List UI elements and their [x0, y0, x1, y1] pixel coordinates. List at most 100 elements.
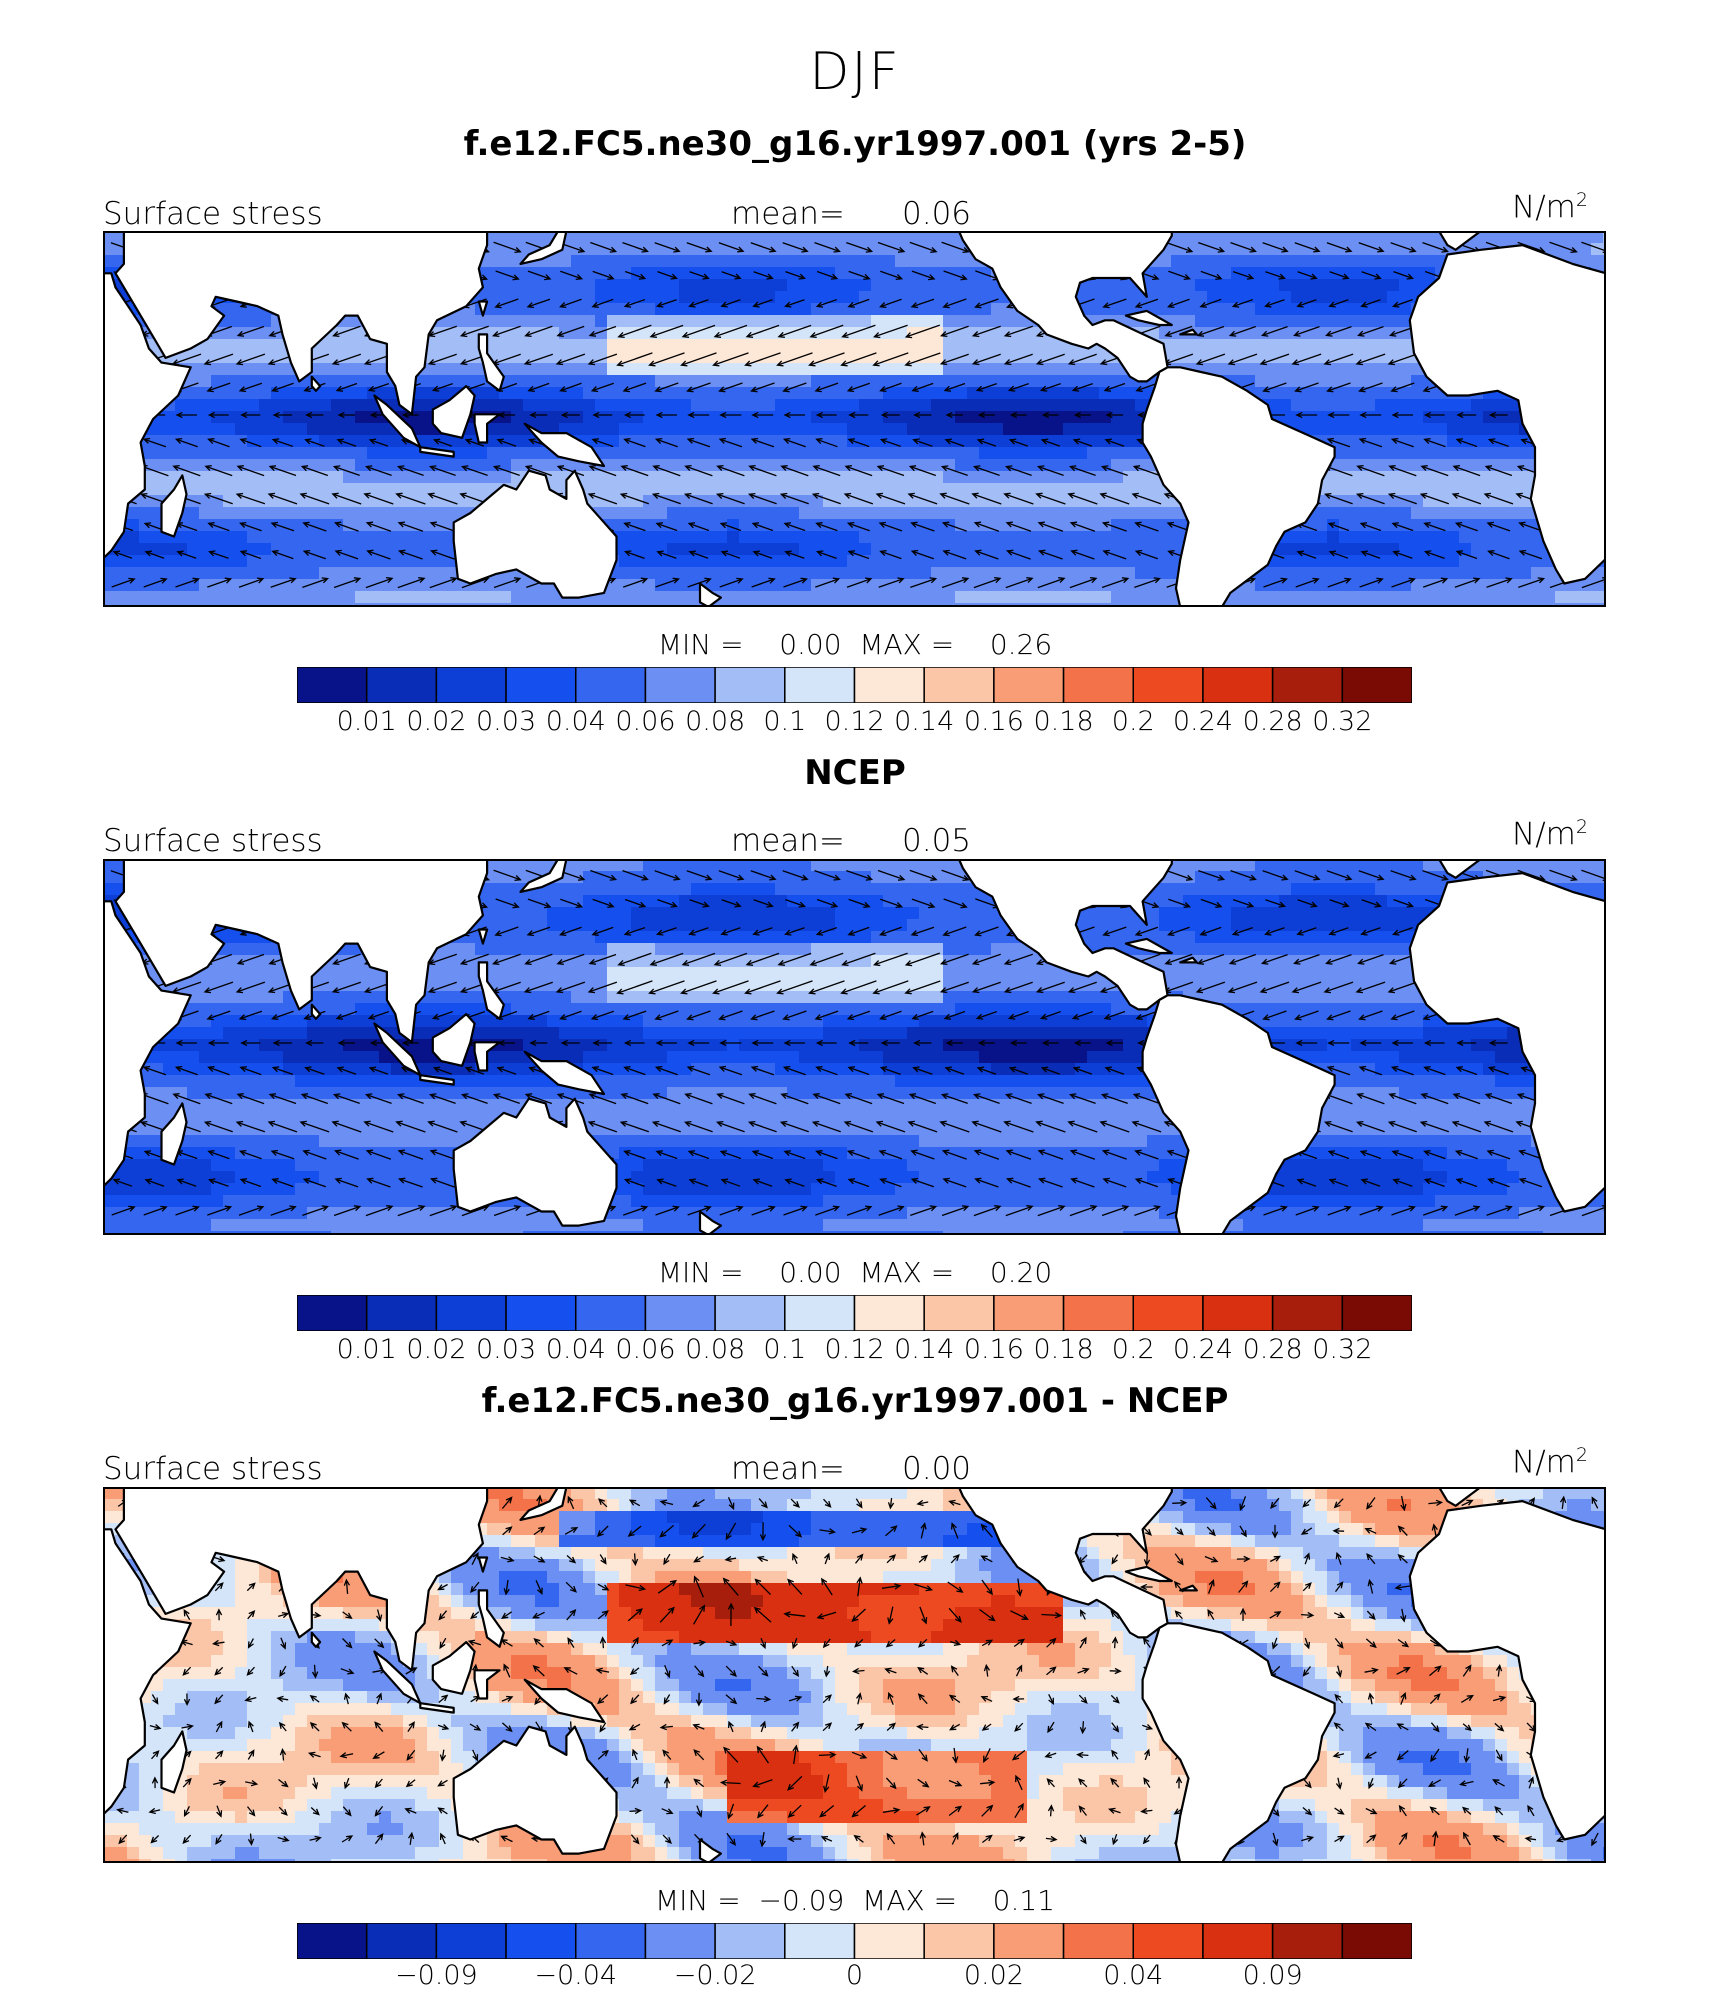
- panel-3-minmax: MIN = −0.09 MAX = 0.11: [0, 1884, 1710, 1917]
- colorbar-tick-label: 0.12: [824, 1334, 884, 1365]
- colorbar-tick-label: 0.03: [476, 706, 536, 737]
- colorbar-tick-label: 0.02: [964, 1960, 1024, 1991]
- colorbar-swatch: [994, 667, 1064, 703]
- panel-2-variable: Surface stress: [103, 823, 323, 859]
- colorbar-swatch: [1273, 667, 1343, 703]
- map-panel-3: [103, 1487, 1606, 1863]
- colorbar-tick-label: 0.28: [1243, 706, 1303, 737]
- colorbar-swatch: [715, 1295, 785, 1331]
- colorbar-tick-label: 0.01: [337, 706, 397, 737]
- colorbar-swatch: [924, 667, 994, 703]
- colorbar-swatch: [855, 667, 925, 703]
- colorbar-tick-label: 0.02: [406, 706, 466, 737]
- colorbar-tick-label: 0.32: [1312, 706, 1372, 737]
- colorbar-tick-label: 0.2: [1112, 1334, 1155, 1365]
- colorbar-tick-label: 0.06: [615, 1334, 675, 1365]
- colorbar-swatch: [1203, 667, 1273, 703]
- colorbar-swatch: [506, 1923, 576, 1959]
- colorbar-tick-label: 0.02: [406, 1334, 466, 1365]
- panel-3-mean-label: mean=: [731, 1451, 845, 1487]
- colorbar-swatch: [855, 1295, 925, 1331]
- colorbar-swatch: [994, 1923, 1064, 1959]
- colorbar-tick-label: 0.1: [763, 706, 806, 737]
- colorbar-tick-label: 0.12: [824, 706, 884, 737]
- panel-3-map-svg: [103, 1487, 1606, 1863]
- panel-1-map-svg: [103, 231, 1606, 607]
- colorbar-tick-label: 0.08: [685, 1334, 745, 1365]
- colorbar-tick-label: 0.06: [615, 706, 675, 737]
- colorbar-swatch: [785, 1295, 855, 1331]
- colorbar-swatch: [645, 1923, 715, 1959]
- panel-2-title: NCEP: [0, 753, 1710, 793]
- colorbar-swatch: [506, 667, 576, 703]
- colorbar-swatch: [924, 1295, 994, 1331]
- colorbar-tick-label: 0.16: [964, 706, 1024, 737]
- colorbar-tick-label: 0.18: [1034, 706, 1094, 737]
- panel-2-units-sup: 2: [1576, 816, 1588, 838]
- colorbar-tick-label: 0.14: [894, 1334, 954, 1365]
- colorbar-swatch: [785, 1923, 855, 1959]
- panel-1-colorbar-ticks: 0.01 0.02 0.03 0.04 0.06 0.08 0.1 0.12 0.14 0.16 0…: [0, 706, 1710, 740]
- colorbar-swatch: [297, 1923, 367, 1959]
- panel-2-minmax: MIN = 0.00 MAX = 0.20: [0, 1256, 1710, 1289]
- colorbar-swatch: [1273, 1923, 1343, 1959]
- panel-1-variable: Surface stress: [103, 196, 323, 232]
- colorbar-swatch: [297, 1295, 367, 1331]
- colorbar-tick-label: 0.18: [1034, 1334, 1094, 1365]
- colorbar-swatch: [1342, 667, 1412, 703]
- colorbar-tick-label: 0.04: [546, 1334, 606, 1365]
- colorbar-swatch: [436, 1295, 506, 1331]
- colorbar-swatch: [1273, 1295, 1343, 1331]
- colorbar-tick-label: −0.04: [534, 1960, 617, 1991]
- panel-1-mean-label: mean=: [731, 196, 845, 232]
- season-title: DJF: [0, 42, 1710, 102]
- map-panel-1: [103, 231, 1606, 607]
- colorbar-tick-label: 0.24: [1173, 1334, 1233, 1365]
- panel-3-colorbar: [297, 1923, 1412, 1959]
- panel-1-mean-value: 0.06: [902, 196, 971, 232]
- colorbar-tick-label: 0.2: [1112, 706, 1155, 737]
- colorbar-swatch: [924, 1923, 994, 1959]
- colorbar-swatch: [436, 667, 506, 703]
- colorbar-tick-label: 0.14: [894, 706, 954, 737]
- colorbar-swatch: [576, 667, 646, 703]
- colorbar-swatch: [1064, 1923, 1134, 1959]
- panel-2-units: N/m2: [1512, 816, 1588, 852]
- colorbar-swatch: [1342, 1295, 1412, 1331]
- panel-3-variable: Surface stress: [103, 1451, 323, 1487]
- colorbar-swatch: [1133, 1295, 1203, 1331]
- colorbar-swatch: [715, 667, 785, 703]
- colorbar-swatch: [576, 1923, 646, 1959]
- panel-2-map-svg: [103, 859, 1606, 1235]
- colorbar-tick-label: 0.03: [476, 1334, 536, 1365]
- colorbar-swatch: [297, 667, 367, 703]
- colorbar-swatch: [785, 667, 855, 703]
- colorbar-tick-label: 0.28: [1243, 1334, 1303, 1365]
- colorbar-swatch: [1203, 1295, 1273, 1331]
- colorbar-tick-label: 0.24: [1173, 706, 1233, 737]
- colorbar-tick-label: 0.08: [685, 706, 745, 737]
- colorbar-swatch: [1203, 1923, 1273, 1959]
- colorbar-tick-label: −0.09: [395, 1960, 478, 1991]
- colorbar-swatch: [367, 667, 437, 703]
- panel-3-units: N/m2: [1512, 1444, 1588, 1480]
- panel-3-title: f.e12.FC5.ne30_g16.yr1997.001 - NCEP: [0, 1381, 1710, 1421]
- panel-1-colorbar: [297, 667, 1412, 703]
- colorbar-tick-label: 0: [846, 1960, 863, 1991]
- colorbar-tick-label: 0.09: [1243, 1960, 1303, 1991]
- panel-3-units-sup: 2: [1576, 1444, 1588, 1466]
- colorbar-swatch: [1342, 1923, 1412, 1959]
- colorbar-swatch: [576, 1295, 646, 1331]
- colorbar-tick-label: 0.01: [337, 1334, 397, 1365]
- colorbar-swatch: [1064, 667, 1134, 703]
- panel-2-mean-label: mean=: [731, 823, 845, 859]
- colorbar-swatch: [367, 1923, 437, 1959]
- panel-3-mean-value: 0.00: [902, 1451, 971, 1487]
- panel-1-minmax: MIN = 0.00 MAX = 0.26: [0, 628, 1710, 661]
- colorbar-swatch: [994, 1295, 1064, 1331]
- colorbar-swatch: [715, 1923, 785, 1959]
- colorbar-tick-label: 0.04: [1103, 1960, 1163, 1991]
- panel-2-mean-value: 0.05: [902, 823, 971, 859]
- colorbar-tick-label: 0.04: [546, 706, 606, 737]
